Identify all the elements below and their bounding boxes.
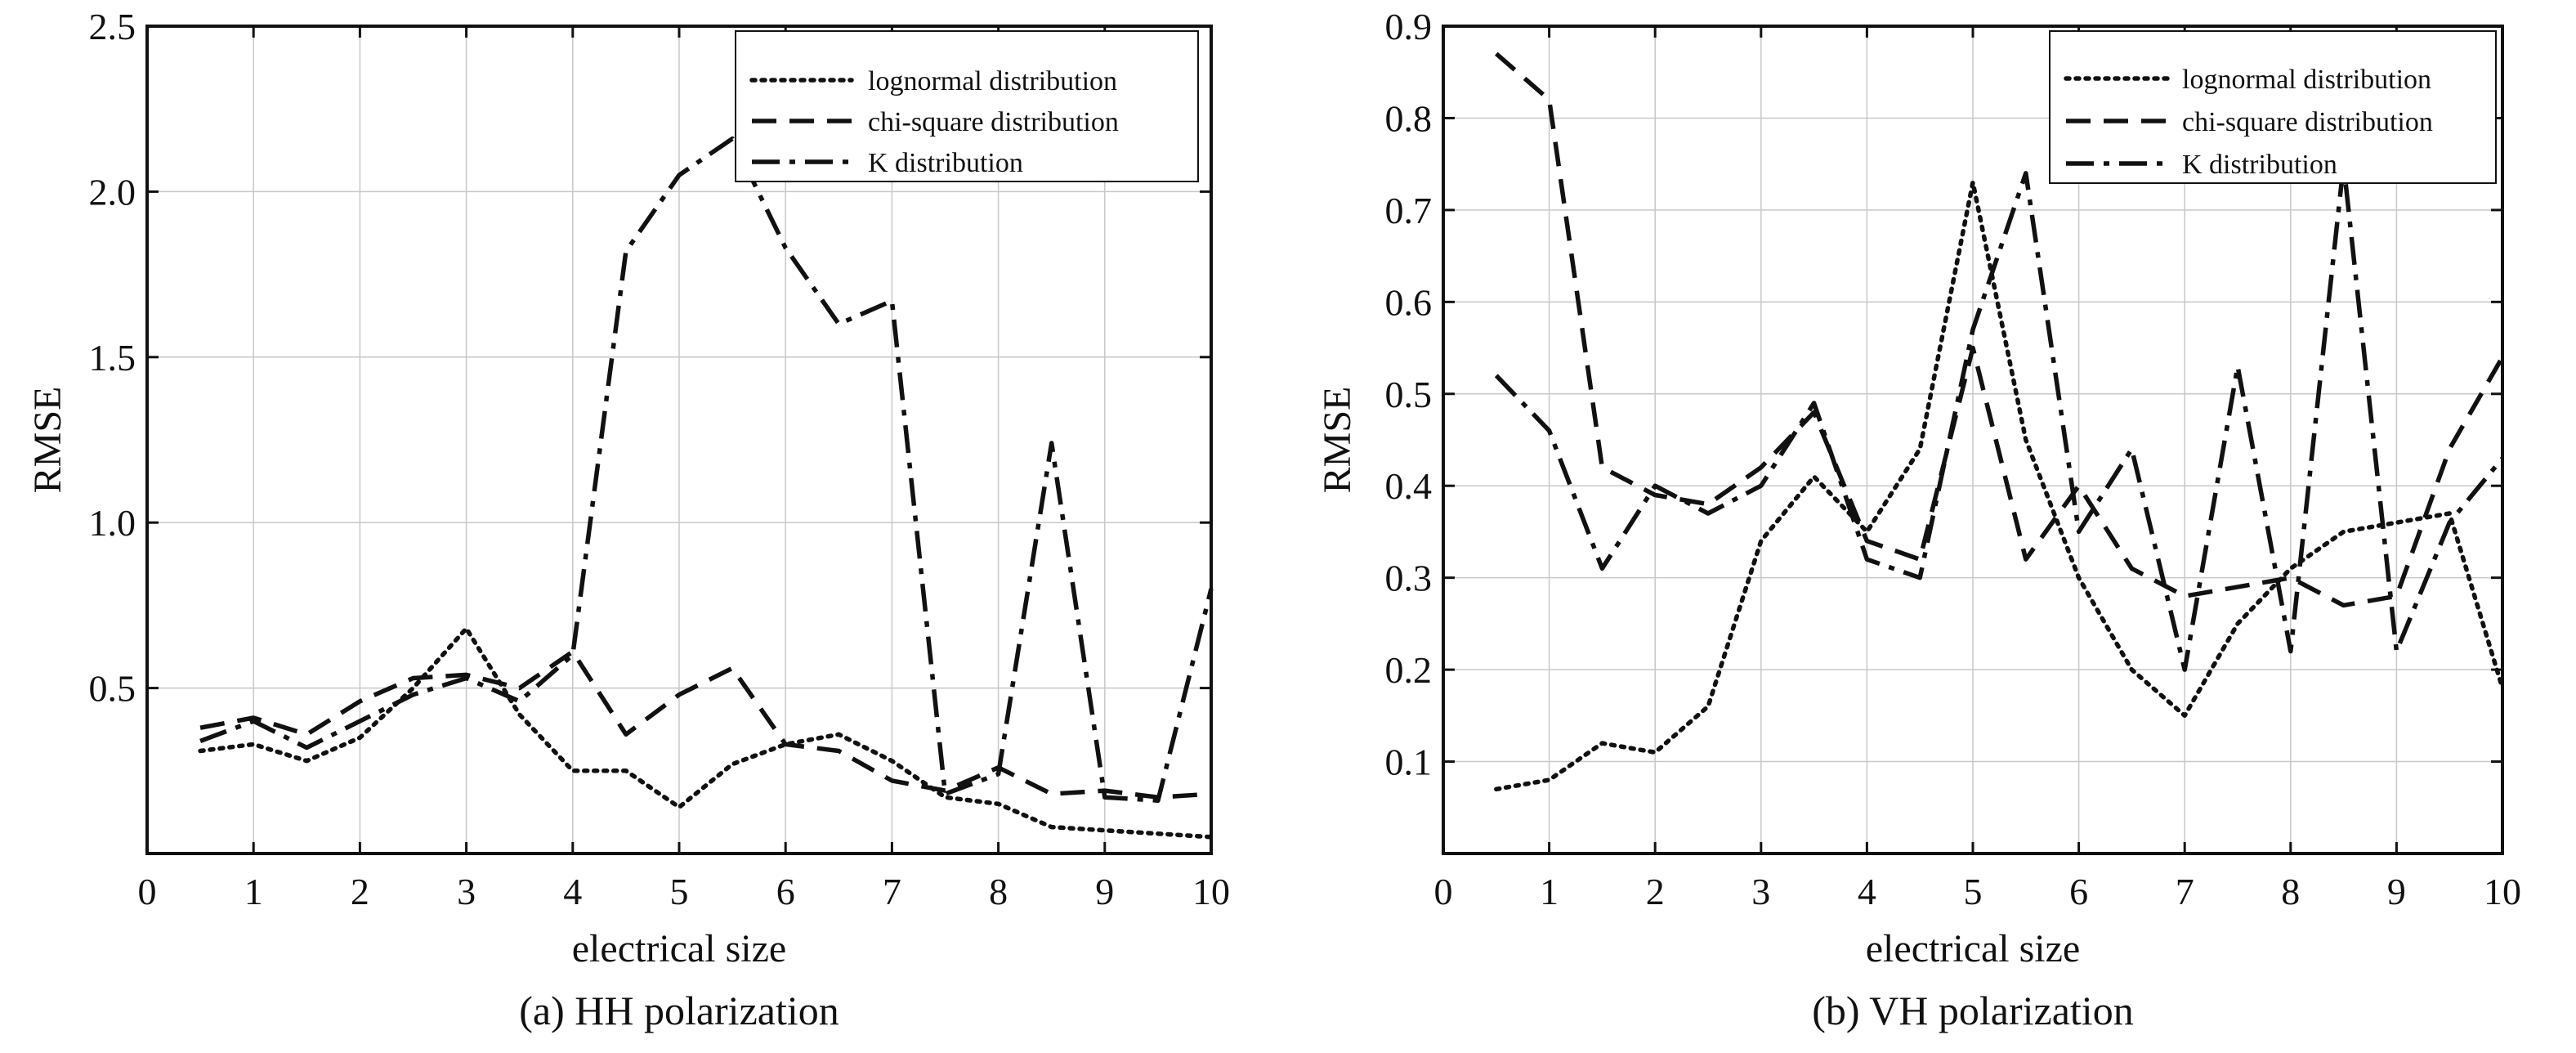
y-axis-title-hh: RMSE <box>26 387 69 494</box>
y-tick-label: 0.8 <box>1385 97 1433 139</box>
legend-box <box>2049 30 2497 184</box>
axis-ticks-hh: 0 1 2 3 4 5 6 7 8 9 10 0.5 1.0 1.5 2.0 2.5 <box>89 6 1231 912</box>
legend-box <box>735 30 1199 182</box>
series-line-dashdot-vh <box>1494 161 2505 672</box>
x-axis-title-vh: electrical size <box>1866 927 2080 970</box>
legend-label: K distribution <box>868 148 1023 178</box>
x-tick-label: 4 <box>563 871 582 912</box>
legend-label: K distribution <box>2182 150 2337 180</box>
legend-label: lognormal distribution <box>2182 65 2431 95</box>
y-tick-label: 0.2 <box>1385 649 1433 691</box>
series-line-dashdot-hh <box>199 136 1214 803</box>
x-tick-label: 0 <box>1434 871 1453 912</box>
x-tick-label: 1 <box>244 871 263 912</box>
series-group-vh <box>1494 52 2505 792</box>
y-tick-label: 0.3 <box>1385 558 1433 599</box>
chart-panel-hh: 0 1 2 3 4 5 6 7 8 9 10 0.5 1.0 1.5 2.0 2.5 lognormal di… <box>26 6 1230 1033</box>
x-axis-title-hh: electrical size <box>572 927 786 970</box>
x-tick-label: 2 <box>351 871 369 912</box>
x-tick-label: 5 <box>1964 871 1983 912</box>
y-tick-label: 0.5 <box>1385 374 1433 415</box>
x-tick-label: 1 <box>1540 871 1559 912</box>
x-tick-label: 9 <box>1095 871 1114 912</box>
x-tick-label: 2 <box>1646 871 1665 912</box>
y-tick-label: 1.0 <box>89 502 136 544</box>
x-tick-label: 10 <box>1192 871 1230 912</box>
legend-label: chi-square distribution <box>868 107 1119 137</box>
y-tick-label: 0.4 <box>1385 465 1433 507</box>
x-tick-label: 8 <box>989 871 1008 912</box>
y-tick-label: 2.0 <box>89 171 136 213</box>
series-line-dotted-vh <box>1494 180 2505 792</box>
x-tick-label: 7 <box>883 871 901 912</box>
caption-hh: (a) HH polarization <box>519 988 839 1033</box>
legend-vh: lognormal distribution chi-square distrib… <box>2049 30 2497 184</box>
caption-vh: (b) VH polarization <box>1812 988 2133 1033</box>
x-tick-label: 4 <box>1858 871 1876 912</box>
y-tick-label: 0.1 <box>1385 742 1433 783</box>
x-tick-label: 6 <box>2069 871 2088 912</box>
x-tick-label: 7 <box>2176 871 2194 912</box>
series-line-dotted-hh <box>198 625 1214 840</box>
series-line-dashed-hh <box>199 649 1212 800</box>
x-tick-label: 9 <box>2387 871 2406 912</box>
y-tick-label: 0.9 <box>1385 6 1433 47</box>
series-group-hh <box>198 136 1214 840</box>
y-tick-label: 2.5 <box>89 6 136 47</box>
x-tick-label: 8 <box>2281 871 2300 912</box>
x-tick-label: 10 <box>2484 871 2521 912</box>
y-tick-label: 0.6 <box>1385 281 1433 323</box>
series-line-dashed-vh <box>1494 52 2505 608</box>
legend-label: lognormal distribution <box>868 66 1117 96</box>
x-tick-label: 0 <box>138 871 157 912</box>
x-tick-label: 5 <box>670 871 689 912</box>
y-axis-title-vh: RMSE <box>1316 387 1359 494</box>
y-tick-label: 0.5 <box>89 668 136 710</box>
axis-ticks-vh: 0 1 2 3 4 5 6 7 8 9 10 0.1 0.2 0.3 0.4 0.5 0.6 0.7 0.8 0.9 <box>1385 6 2522 912</box>
y-tick-label: 1.5 <box>89 337 136 379</box>
x-tick-label: 3 <box>457 871 476 912</box>
chart-panel-vh: 0 1 2 3 4 5 6 7 8 9 100.10.20.30.40.50.60.70.80.9 … <box>1316 6 2521 1033</box>
x-tick-label: 3 <box>1751 871 1770 912</box>
x-tick-label: 6 <box>776 871 795 912</box>
legend-hh: lognormal distribution chi-square distrib… <box>735 30 1199 182</box>
legend-label: chi-square distribution <box>2182 107 2433 137</box>
y-tick-label: 0.7 <box>1385 190 1433 231</box>
